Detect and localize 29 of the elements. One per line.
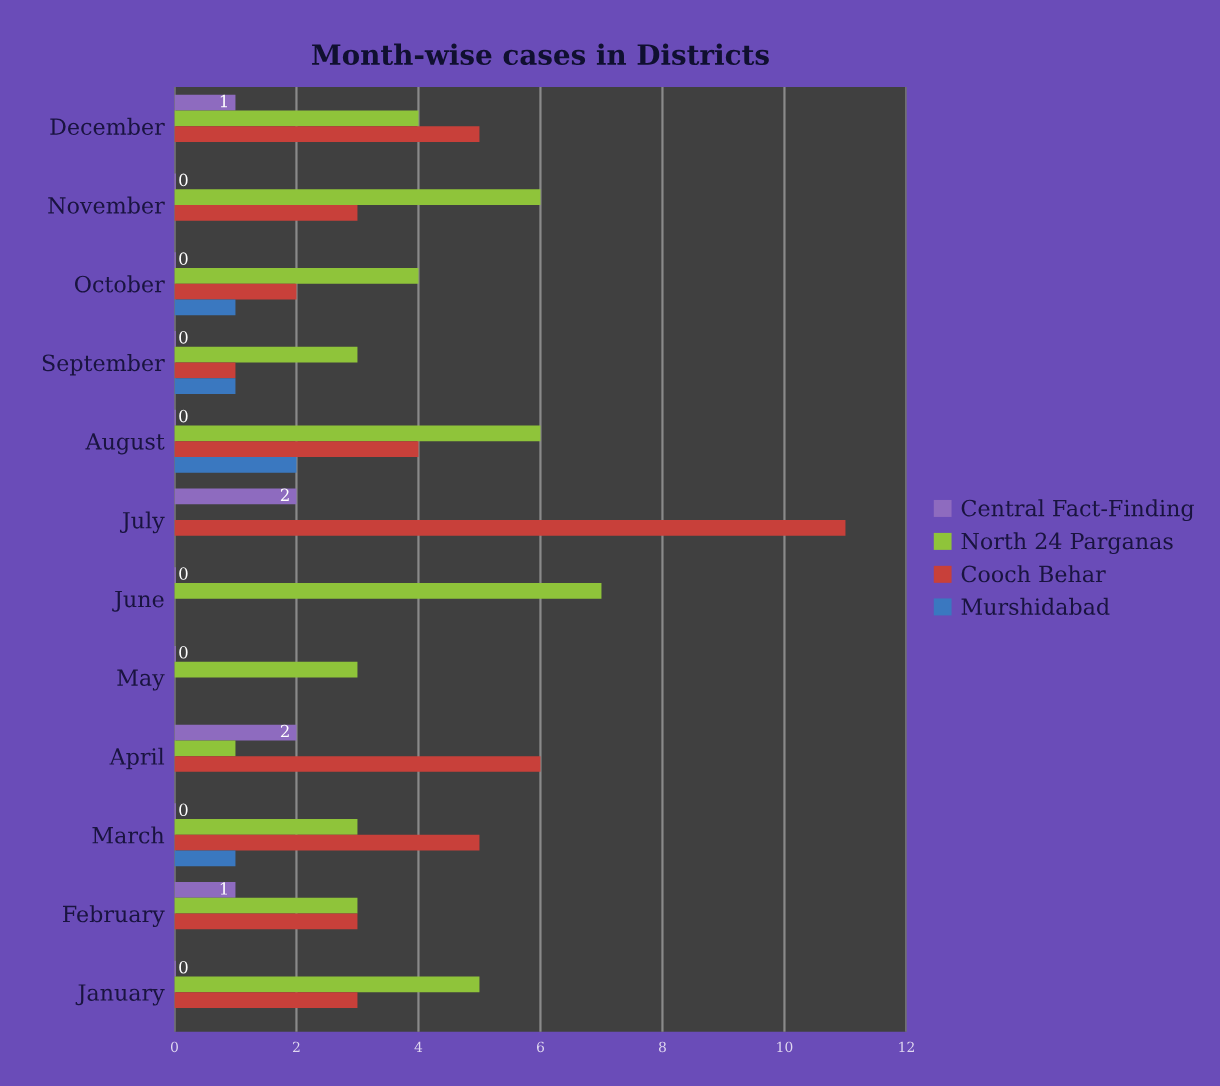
y-tick-label: August <box>85 433 165 455</box>
data-label: 0 <box>179 331 188 344</box>
y-tick-label: March <box>92 826 165 844</box>
y-tick-label: July <box>119 511 165 534</box>
data-label: 0 <box>179 252 188 265</box>
chart-title: Month-wise cases in Districts <box>312 43 769 66</box>
y-tick-label: November <box>48 196 165 214</box>
legend-label: North 24 Parganas <box>961 532 1173 555</box>
y-tick-label: June <box>112 590 164 612</box>
legend-label: Murshidabad <box>961 597 1110 615</box>
y-tick-label: April <box>109 747 165 770</box>
y-tick-label: September <box>42 354 165 376</box>
y-tick-label: February <box>63 905 165 927</box>
data-label: 0 <box>179 646 188 659</box>
data-label: 0 <box>179 567 188 580</box>
y-tick-label: January <box>75 984 165 1006</box>
y-tick-label: December <box>50 117 165 136</box>
data-label: 0 <box>179 409 188 423</box>
legend-label: Central Fact-Finding <box>961 499 1194 522</box>
data-label: 0 <box>179 803 188 817</box>
data-label: 2 <box>280 724 289 738</box>
data-label: 2 <box>280 488 289 501</box>
data-label: 1 <box>220 94 227 108</box>
data-label: 1 <box>220 882 227 895</box>
y-tick-label: May <box>117 669 165 691</box>
data-label: 0 <box>179 960 188 974</box>
legend-label: Cooch Behar <box>961 565 1106 583</box>
data-label: 0 <box>179 173 188 187</box>
y-tick-label: October <box>75 275 165 293</box>
